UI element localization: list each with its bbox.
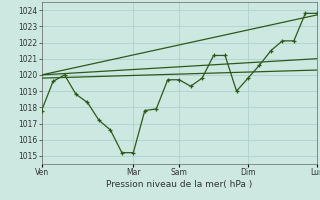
X-axis label: Pression niveau de la mer( hPa ): Pression niveau de la mer( hPa ) xyxy=(106,180,252,189)
